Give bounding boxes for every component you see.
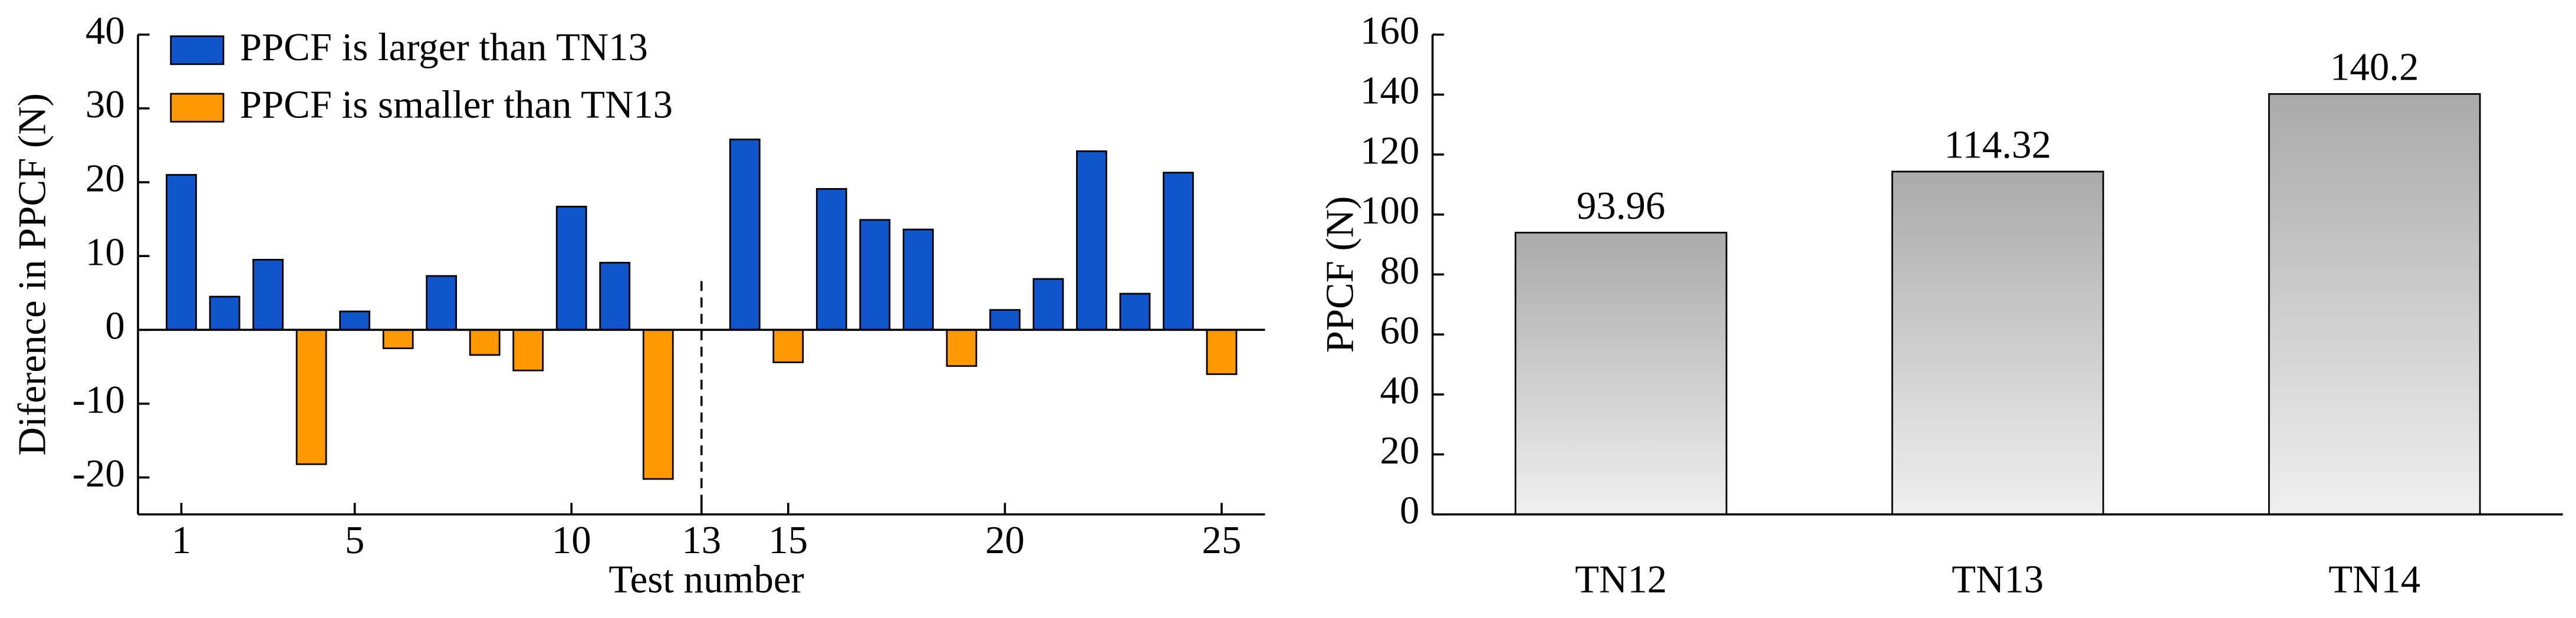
bar xyxy=(989,309,1021,331)
legend-swatch xyxy=(170,35,225,65)
value-label: 140.2 xyxy=(2330,45,2419,89)
bar xyxy=(1076,150,1107,331)
bar xyxy=(772,328,804,363)
y-tick-label: 140 xyxy=(1360,69,1419,113)
bar xyxy=(599,262,631,331)
y-tick-label: 60 xyxy=(1380,309,1420,353)
x-tick-label: 25 xyxy=(1202,518,1242,562)
bar xyxy=(1032,278,1064,331)
bar xyxy=(859,219,891,331)
bar xyxy=(1206,328,1238,375)
value-label: 114.32 xyxy=(1945,123,2051,166)
bar xyxy=(512,328,544,372)
x-tick-label: TN14 xyxy=(2328,558,2420,601)
bar xyxy=(642,328,674,480)
bar xyxy=(902,228,934,331)
y-tick-label: -10 xyxy=(73,378,125,422)
y-tick-label: 120 xyxy=(1360,129,1419,172)
y-tick-label: 80 xyxy=(1380,249,1420,292)
y-tick-label: 160 xyxy=(1360,9,1419,52)
y-axis-label: PPCF (N) xyxy=(1318,196,1362,353)
bar xyxy=(2268,93,2481,515)
x-tick-label: 1 xyxy=(172,518,191,562)
bar xyxy=(209,295,241,331)
legend-swatch xyxy=(170,93,225,123)
y-tick-label: 20 xyxy=(85,156,125,200)
bar xyxy=(469,328,501,356)
y-tick-label: -20 xyxy=(73,452,125,495)
x-tick-label: 20 xyxy=(985,518,1025,562)
x-tick-label: 15 xyxy=(768,518,808,562)
x-tick-label: 5 xyxy=(345,518,364,562)
bar xyxy=(426,275,458,331)
y-tick-label: 10 xyxy=(85,231,125,274)
x-tick-label: TN13 xyxy=(1952,558,2044,601)
legend-label: PPCF is larger than TN13 xyxy=(240,25,648,69)
bar xyxy=(382,328,414,350)
y-tick-label: 0 xyxy=(105,304,124,348)
bar xyxy=(555,205,587,331)
y-tick-label: 0 xyxy=(1400,489,1419,532)
bar xyxy=(815,188,847,331)
bar xyxy=(1119,292,1151,331)
x-tick-label: TN12 xyxy=(1575,558,1667,601)
y-axis-label: Diference in PPCF (N) xyxy=(11,93,54,456)
y-tick-label: 100 xyxy=(1360,189,1419,232)
bar xyxy=(1163,172,1194,331)
bar xyxy=(1891,170,2104,515)
y-tick-label: 30 xyxy=(85,83,125,126)
bar xyxy=(729,139,761,331)
bar xyxy=(339,310,371,331)
bar xyxy=(1514,232,1728,515)
bar xyxy=(295,328,327,465)
y-tick-label: 20 xyxy=(1380,429,1420,472)
bar xyxy=(252,259,284,331)
legend-label: PPCF is smaller than TN13 xyxy=(240,83,673,126)
x-axis-label: Test number xyxy=(608,558,804,601)
bar xyxy=(946,328,978,367)
value-label: 93.96 xyxy=(1577,184,1665,228)
y-tick-label: 40 xyxy=(1380,369,1420,412)
x-tick-label: 13 xyxy=(682,518,721,562)
x-tick-label: 10 xyxy=(552,518,591,562)
y-tick-label: 40 xyxy=(85,9,125,52)
bar xyxy=(166,174,197,331)
